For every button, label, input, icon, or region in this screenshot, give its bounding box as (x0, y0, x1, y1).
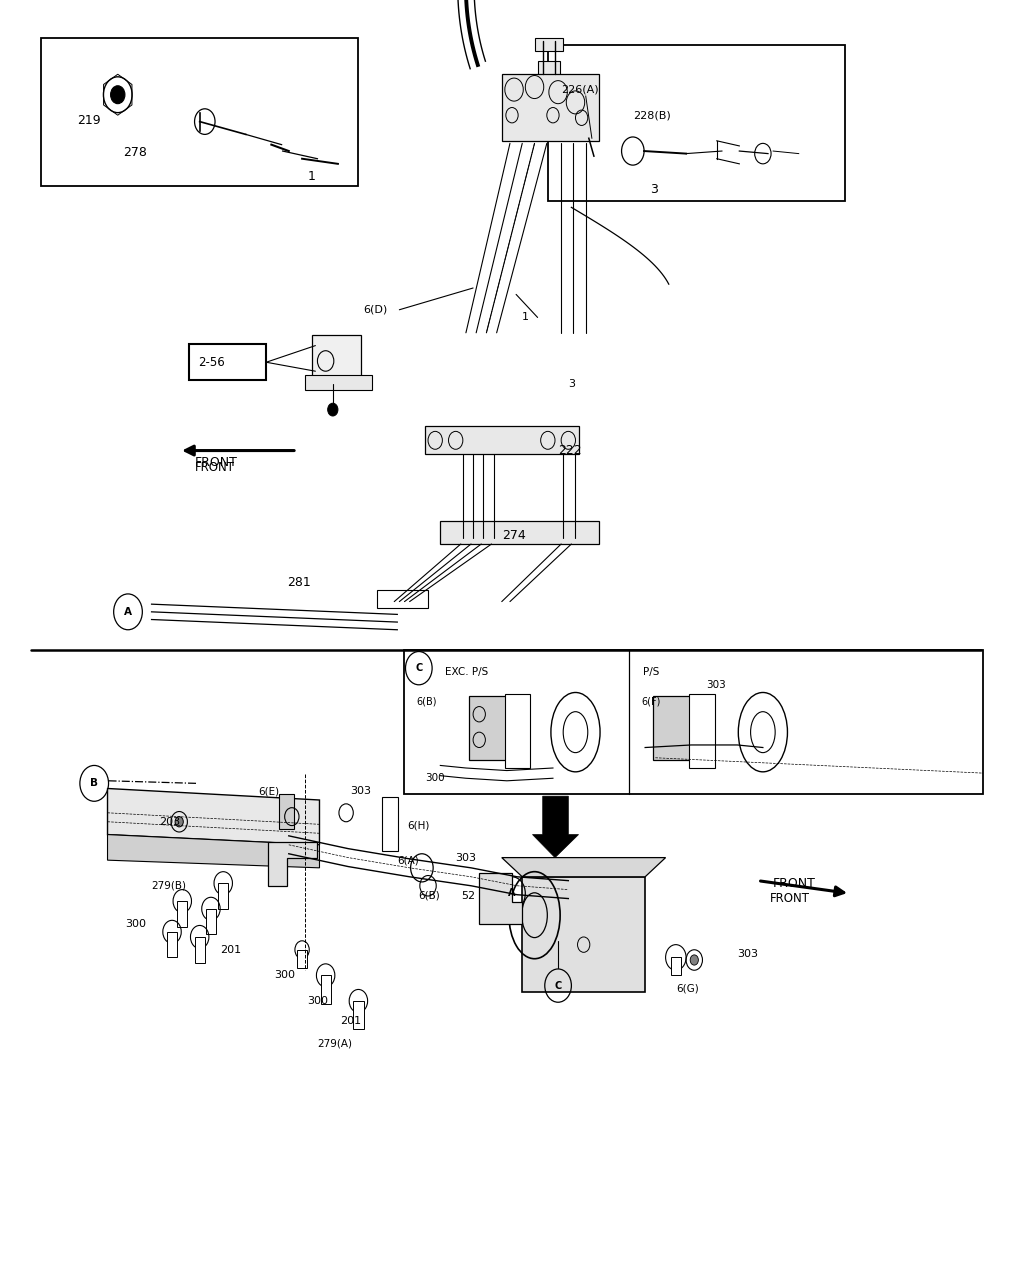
Text: 6(B): 6(B) (418, 891, 439, 901)
Text: 279(A): 279(A) (317, 1038, 352, 1048)
Bar (167, 932, 177, 957)
Text: 219: 219 (77, 114, 100, 127)
Bar (689, 694, 715, 768)
Bar (312, 335, 361, 384)
Text: 203: 203 (159, 817, 180, 827)
Bar (440, 521, 599, 544)
Bar (297, 950, 307, 968)
Text: 6(A): 6(A) (397, 855, 419, 865)
Text: 201: 201 (220, 945, 242, 955)
Text: 6(E): 6(E) (258, 786, 280, 796)
Bar (469, 696, 508, 760)
Bar (382, 797, 398, 851)
Bar (305, 375, 372, 390)
Text: 303: 303 (707, 680, 726, 690)
Polygon shape (532, 796, 579, 858)
Polygon shape (108, 835, 319, 868)
Bar (502, 74, 599, 141)
Text: FRONT: FRONT (195, 461, 234, 474)
Bar (353, 1001, 364, 1029)
Text: 6(H): 6(H) (408, 820, 430, 831)
Text: 300: 300 (307, 996, 329, 1006)
Text: 274: 274 (502, 529, 525, 541)
Circle shape (328, 403, 338, 416)
Bar (377, 590, 428, 608)
Text: 300: 300 (274, 970, 296, 980)
Text: 6(G): 6(G) (676, 983, 698, 993)
Polygon shape (479, 873, 522, 924)
Bar (548, 45, 845, 201)
Bar (671, 957, 681, 975)
Text: 278: 278 (123, 146, 146, 159)
Bar (189, 344, 266, 380)
Bar (321, 975, 331, 1004)
Text: 52: 52 (461, 891, 475, 901)
Text: FRONT: FRONT (195, 456, 238, 468)
Text: C: C (554, 980, 562, 991)
Bar (41, 38, 358, 186)
Text: 222: 222 (558, 444, 582, 457)
Text: C: C (415, 663, 423, 673)
Text: 226(A): 226(A) (561, 84, 599, 95)
Bar (505, 694, 530, 768)
Text: B: B (90, 778, 98, 788)
Bar (206, 909, 216, 934)
Text: 228(B): 228(B) (633, 110, 671, 120)
Text: A: A (124, 607, 132, 617)
Text: 6(D): 6(D) (364, 305, 388, 315)
Text: 303: 303 (350, 786, 372, 796)
Text: FRONT: FRONT (770, 892, 810, 905)
Text: 300: 300 (425, 773, 444, 783)
Text: 6(B): 6(B) (417, 696, 437, 707)
Text: EXC. P/S: EXC. P/S (445, 667, 488, 677)
Text: 201: 201 (340, 1016, 361, 1027)
Bar (195, 937, 205, 963)
Text: 1: 1 (522, 312, 529, 323)
Bar (425, 426, 579, 454)
Text: A: A (508, 888, 516, 899)
Polygon shape (108, 788, 319, 845)
Polygon shape (502, 858, 666, 877)
Bar (177, 901, 187, 927)
Text: 2-56: 2-56 (198, 356, 224, 369)
Text: 279(B): 279(B) (152, 881, 186, 891)
Bar (218, 883, 228, 909)
Text: 3: 3 (568, 379, 575, 389)
Bar (522, 877, 645, 992)
Text: 303: 303 (456, 852, 477, 863)
Text: 300: 300 (125, 919, 146, 929)
Bar (538, 61, 560, 77)
Text: 3: 3 (650, 183, 658, 196)
Circle shape (111, 86, 125, 104)
Bar (653, 696, 692, 760)
Polygon shape (268, 842, 317, 886)
Text: 1: 1 (307, 170, 315, 183)
Text: 6(F): 6(F) (641, 696, 660, 707)
Bar (279, 794, 294, 829)
Text: P/S: P/S (643, 667, 659, 677)
Text: 281: 281 (287, 576, 310, 589)
Bar (535, 38, 563, 51)
Circle shape (175, 817, 183, 827)
Text: 303: 303 (737, 948, 759, 959)
Text: FRONT: FRONT (773, 877, 816, 890)
Bar (404, 650, 983, 794)
Circle shape (690, 955, 698, 965)
